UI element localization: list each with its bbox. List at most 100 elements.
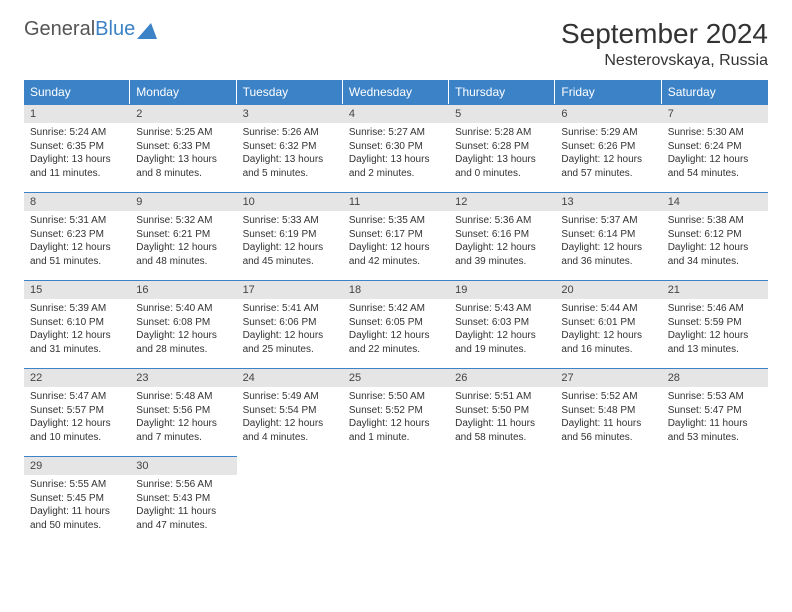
day-sr: Sunrise: 5:47 AM	[30, 390, 124, 404]
day-ss: Sunset: 6:06 PM	[243, 316, 337, 330]
day-ss: Sunset: 5:47 PM	[668, 404, 762, 418]
day-number: 11	[343, 193, 449, 211]
day-d1: Daylight: 12 hours	[30, 329, 124, 343]
day-d1: Daylight: 12 hours	[30, 241, 124, 255]
day-body: Sunrise: 5:47 AMSunset: 5:57 PMDaylight:…	[24, 387, 130, 450]
day-d2: and 8 minutes.	[136, 167, 230, 181]
day-d1: Daylight: 12 hours	[455, 241, 549, 255]
day-body: Sunrise: 5:37 AMSunset: 6:14 PMDaylight:…	[555, 211, 661, 274]
day-d1: Daylight: 13 hours	[349, 153, 443, 167]
day-cell: 14Sunrise: 5:38 AMSunset: 6:12 PMDayligh…	[662, 192, 768, 274]
day-ss: Sunset: 6:30 PM	[349, 140, 443, 154]
day-ss: Sunset: 6:08 PM	[136, 316, 230, 330]
day-d2: and 4 minutes.	[243, 431, 337, 445]
day-d1: Daylight: 12 hours	[136, 241, 230, 255]
day-cell	[237, 456, 343, 538]
day-ss: Sunset: 5:56 PM	[136, 404, 230, 418]
day-d1: Daylight: 12 hours	[668, 153, 762, 167]
day-body: Sunrise: 5:31 AMSunset: 6:23 PMDaylight:…	[24, 211, 130, 274]
day-d2: and 11 minutes.	[30, 167, 124, 181]
day-sr: Sunrise: 5:50 AM	[349, 390, 443, 404]
day-number: 18	[343, 281, 449, 299]
day-number: 21	[662, 281, 768, 299]
day-body: Sunrise: 5:50 AMSunset: 5:52 PMDaylight:…	[343, 387, 449, 450]
day-number: 20	[555, 281, 661, 299]
day-ss: Sunset: 6:33 PM	[136, 140, 230, 154]
day-sr: Sunrise: 5:31 AM	[30, 214, 124, 228]
day-body: Sunrise: 5:24 AMSunset: 6:35 PMDaylight:…	[24, 123, 130, 186]
title-block: September 2024 Nesterovskaya, Russia	[561, 18, 768, 70]
day-ss: Sunset: 6:10 PM	[30, 316, 124, 330]
day-cell: 9Sunrise: 5:32 AMSunset: 6:21 PMDaylight…	[130, 192, 236, 274]
day-cell: 24Sunrise: 5:49 AMSunset: 5:54 PMDayligh…	[237, 368, 343, 450]
day-d1: Daylight: 12 hours	[668, 241, 762, 255]
day-d1: Daylight: 12 hours	[136, 417, 230, 431]
day-d1: Daylight: 12 hours	[349, 417, 443, 431]
day-ss: Sunset: 6:28 PM	[455, 140, 549, 154]
day-cell: 5Sunrise: 5:28 AMSunset: 6:28 PMDaylight…	[449, 104, 555, 186]
day-body: Sunrise: 5:38 AMSunset: 6:12 PMDaylight:…	[662, 211, 768, 274]
weekday-friday: Friday	[555, 80, 661, 104]
week-row: 1Sunrise: 5:24 AMSunset: 6:35 PMDaylight…	[24, 104, 768, 186]
day-d1: Daylight: 12 hours	[243, 241, 337, 255]
day-ss: Sunset: 5:54 PM	[243, 404, 337, 418]
day-number: 12	[449, 193, 555, 211]
day-cell: 16Sunrise: 5:40 AMSunset: 6:08 PMDayligh…	[130, 280, 236, 362]
day-ss: Sunset: 5:45 PM	[30, 492, 124, 506]
day-number: 15	[24, 281, 130, 299]
day-cell: 25Sunrise: 5:50 AMSunset: 5:52 PMDayligh…	[343, 368, 449, 450]
day-body: Sunrise: 5:28 AMSunset: 6:28 PMDaylight:…	[449, 123, 555, 186]
day-body: Sunrise: 5:49 AMSunset: 5:54 PMDaylight:…	[237, 387, 343, 450]
day-number: 13	[555, 193, 661, 211]
day-sr: Sunrise: 5:46 AM	[668, 302, 762, 316]
weekday-thursday: Thursday	[449, 80, 555, 104]
day-d1: Daylight: 13 hours	[455, 153, 549, 167]
day-cell: 27Sunrise: 5:52 AMSunset: 5:48 PMDayligh…	[555, 368, 661, 450]
day-d1: Daylight: 12 hours	[561, 153, 655, 167]
day-ss: Sunset: 5:43 PM	[136, 492, 230, 506]
day-number: 24	[237, 369, 343, 387]
day-cell	[662, 456, 768, 538]
day-cell: 1Sunrise: 5:24 AMSunset: 6:35 PMDaylight…	[24, 104, 130, 186]
logo: GeneralBlue	[24, 18, 157, 41]
day-cell: 26Sunrise: 5:51 AMSunset: 5:50 PMDayligh…	[449, 368, 555, 450]
day-d1: Daylight: 12 hours	[561, 241, 655, 255]
day-ss: Sunset: 5:57 PM	[30, 404, 124, 418]
weekday-sunday: Sunday	[24, 80, 130, 104]
day-number: 8	[24, 193, 130, 211]
triangle-icon	[137, 21, 157, 39]
day-body: Sunrise: 5:41 AMSunset: 6:06 PMDaylight:…	[237, 299, 343, 362]
day-cell: 15 Sunrise: 5:39 AMSunset: 6:10 PMDayligh…	[24, 280, 130, 362]
day-cell: 23Sunrise: 5:48 AMSunset: 5:56 PMDayligh…	[130, 368, 236, 450]
day-sr: Sunrise: 5:39 AM	[30, 302, 124, 316]
day-body: Sunrise: 5:35 AMSunset: 6:17 PMDaylight:…	[343, 211, 449, 274]
day-d2: and 58 minutes.	[455, 431, 549, 445]
day-d2: and 54 minutes.	[668, 167, 762, 181]
day-body: Sunrise: 5:46 AMSunset: 5:59 PMDaylight:…	[662, 299, 768, 362]
day-body: Sunrise: 5:25 AMSunset: 6:33 PMDaylight:…	[130, 123, 236, 186]
calendar-table: Sunday Monday Tuesday Wednesday Thursday…	[24, 80, 768, 538]
day-cell: 7Sunrise: 5:30 AMSunset: 6:24 PMDaylight…	[662, 104, 768, 186]
day-d2: and 16 minutes.	[561, 343, 655, 357]
day-d1: Daylight: 12 hours	[668, 329, 762, 343]
day-d2: and 0 minutes.	[455, 167, 549, 181]
day-ss: Sunset: 6:14 PM	[561, 228, 655, 242]
day-d1: Daylight: 12 hours	[455, 329, 549, 343]
day-number: 27	[555, 369, 661, 387]
day-cell: 4Sunrise: 5:27 AMSunset: 6:30 PMDaylight…	[343, 104, 449, 186]
day-body: Sunrise: 5:55 AMSunset: 5:45 PMDaylight:…	[24, 475, 130, 538]
day-cell: 8Sunrise: 5:31 AMSunset: 6:23 PMDaylight…	[24, 192, 130, 274]
day-d2: and 34 minutes.	[668, 255, 762, 269]
day-d1: Daylight: 12 hours	[349, 241, 443, 255]
month-title: September 2024	[561, 18, 768, 50]
day-sr: Sunrise: 5:56 AM	[136, 478, 230, 492]
day-sr: Sunrise: 5:55 AM	[30, 478, 124, 492]
day-d2: and 53 minutes.	[668, 431, 762, 445]
day-sr: Sunrise: 5:42 AM	[349, 302, 443, 316]
day-cell: 20Sunrise: 5:44 AMSunset: 6:01 PMDayligh…	[555, 280, 661, 362]
day-d1: Daylight: 11 hours	[455, 417, 549, 431]
day-sr: Sunrise: 5:43 AM	[455, 302, 549, 316]
weekday-wednesday: Wednesday	[343, 80, 449, 104]
day-ss: Sunset: 6:23 PM	[30, 228, 124, 242]
day-sr: Sunrise: 5:53 AM	[668, 390, 762, 404]
